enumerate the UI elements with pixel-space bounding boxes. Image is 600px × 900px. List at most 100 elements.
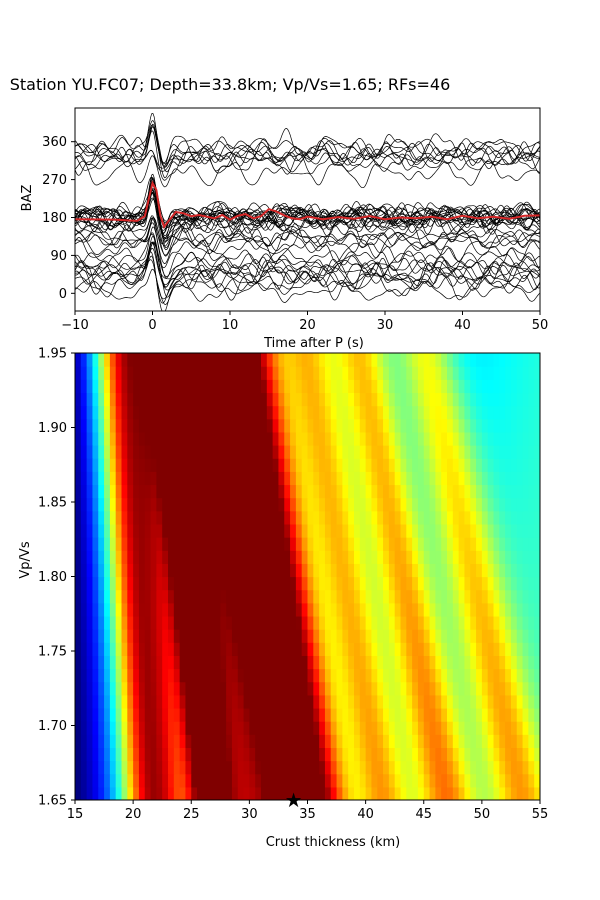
heatmap-cell	[214, 602, 221, 617]
heatmap-cell	[412, 366, 419, 380]
heatmap-cell	[231, 655, 239, 670]
heatmap-cell	[80, 392, 88, 407]
rf-y-tick-label: 90	[50, 249, 67, 264]
heatmap-cell	[365, 445, 373, 459]
heatmap-cell	[493, 576, 500, 591]
heatmap-cell	[98, 550, 105, 564]
heatmap-cell	[412, 760, 419, 775]
heatmap-cell	[336, 497, 343, 512]
heatmap-cell	[168, 760, 175, 775]
heatmap-cell	[487, 642, 495, 656]
heatmap-cell	[80, 589, 88, 604]
heatmap-cell	[284, 786, 291, 800]
heatmap-cell	[185, 392, 192, 407]
heatmap-cell	[208, 405, 216, 420]
heatmap-cell	[266, 458, 274, 472]
heatmap-cell	[179, 392, 187, 407]
heatmap-cell	[295, 405, 303, 420]
heatmap-cell	[231, 760, 239, 775]
heatmap-cell	[313, 418, 320, 433]
heatmap-cell	[284, 353, 291, 367]
heatmap-cell	[220, 550, 227, 564]
heatmap-cell	[499, 353, 506, 367]
heatmap-cell	[406, 629, 413, 643]
heatmap-cell	[272, 694, 280, 709]
heatmap-cell	[464, 694, 471, 709]
heatmap-cell	[470, 366, 477, 380]
heatmap-cell	[447, 431, 454, 446]
heatmap-cell	[284, 760, 291, 775]
heatmap-cell	[80, 707, 88, 722]
heatmap-cell	[173, 523, 181, 538]
heatmap-cell	[179, 655, 187, 670]
heatmap-cell	[499, 602, 506, 617]
heatmap-cell	[435, 405, 442, 420]
heatmap-cell	[278, 773, 285, 788]
heatmap-cell	[255, 602, 262, 617]
heatmap-cell	[342, 602, 349, 617]
heatmap-cell	[179, 642, 187, 656]
heatmap-cell	[179, 694, 187, 709]
heatmap-cell	[202, 379, 210, 394]
heatmap-cell	[255, 405, 262, 420]
heatmap-cell	[266, 353, 274, 367]
heatmap-cell	[499, 721, 506, 735]
heatmap-cell	[150, 734, 157, 749]
heatmap-cell	[243, 668, 250, 683]
heatmap-cell	[202, 445, 210, 459]
heatmap-cell	[109, 615, 117, 630]
heatmap-cell	[121, 668, 128, 683]
heatmap-cell	[179, 353, 187, 367]
heatmap-cell	[452, 786, 460, 800]
heatmap-cell	[231, 458, 239, 472]
heatmap-cell	[208, 681, 216, 696]
heatmap-cell	[330, 786, 338, 800]
heatmap-cell	[470, 379, 477, 394]
heatmap-cell	[109, 405, 117, 420]
heatmap-cell	[412, 773, 419, 788]
heatmap-cell	[342, 734, 349, 749]
heatmap-cell	[127, 576, 134, 591]
heatmap-cell	[365, 668, 373, 683]
heatmap-cell	[290, 497, 297, 512]
heatmap-cell	[522, 602, 529, 617]
heatmap-cell	[202, 458, 210, 472]
heatmap-cell	[452, 629, 460, 643]
heatmap-cell	[435, 721, 442, 735]
heatmap-cell	[255, 773, 262, 788]
rf-trace	[75, 125, 540, 168]
heatmap-cell	[307, 668, 314, 683]
heatmap-cell	[359, 760, 367, 775]
heatmap-cell	[319, 471, 326, 486]
heatmap-cell	[208, 379, 216, 394]
heatmap-cell	[179, 707, 187, 722]
heatmap-cell	[202, 655, 210, 670]
heatmap-cell	[104, 563, 111, 578]
heatmap-cell	[313, 786, 320, 800]
heatmap-cell	[516, 681, 524, 696]
heatmap-cell	[458, 655, 466, 670]
heatmap-cell	[412, 668, 419, 683]
heatmap-cell	[371, 786, 378, 800]
rf-trace	[75, 259, 540, 300]
heatmap-cell	[278, 589, 285, 604]
heatmap-cell	[394, 629, 402, 643]
heatmap-cell	[220, 747, 227, 762]
heatmap-cell	[458, 392, 466, 407]
heatmap-cell	[435, 563, 442, 578]
heatmap-cell	[400, 773, 407, 788]
heatmap-cell	[197, 523, 204, 538]
heatmap-cell	[423, 471, 431, 486]
heatmap-cell	[354, 576, 361, 591]
heatmap-cell	[493, 366, 500, 380]
heatmap-cell	[266, 642, 274, 656]
heatmap-cell	[214, 523, 221, 538]
heatmap-cell	[470, 537, 477, 551]
heatmap-cell	[220, 694, 227, 709]
heatmap-cell	[534, 642, 540, 656]
heatmap-cell	[237, 418, 245, 433]
heatmap-cell	[255, 760, 262, 775]
heatmap-cell	[365, 458, 373, 472]
heatmap-cell	[261, 497, 268, 512]
heatmap-cell	[481, 576, 489, 591]
